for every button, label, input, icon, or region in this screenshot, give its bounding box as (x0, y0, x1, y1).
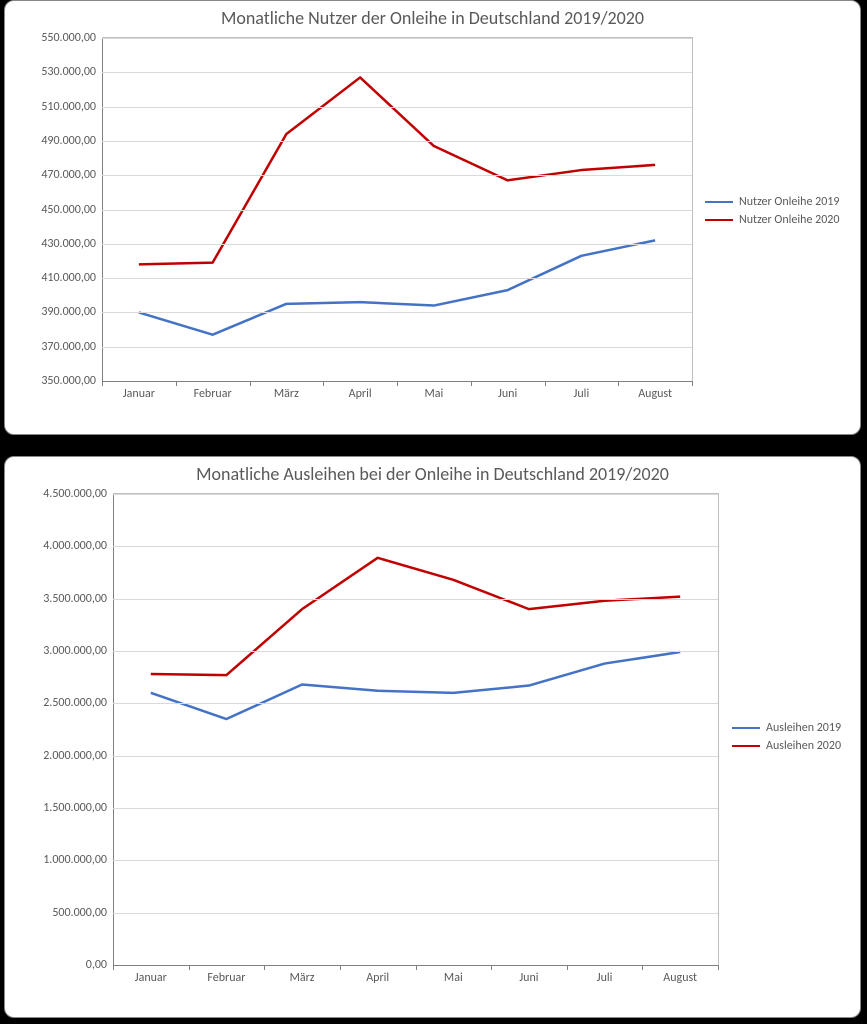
legend-swatch (732, 727, 760, 729)
x-tick-label: Februar (194, 381, 232, 401)
plot-area-loans: 0,00500.000,001.000.000,001.500.000,002.… (113, 493, 719, 965)
series-line (139, 77, 655, 264)
gridline (102, 175, 692, 176)
y-tick-label: 2.500.000,00 (43, 696, 113, 710)
x-tick-mark (176, 381, 177, 386)
x-tick-label: Mai (424, 381, 443, 401)
gridline (102, 210, 692, 211)
x-tick-mark (692, 381, 693, 386)
y-tick-label: 450.000,00 (41, 203, 102, 217)
x-tick-label: April (366, 965, 389, 985)
y-tick-label: 430.000,00 (41, 237, 102, 251)
legend-item: Ausleihen 2019 (732, 721, 841, 735)
plot-area-users: 350.000,00370.000,00390.000,00410.000,00… (102, 37, 693, 381)
y-tick-label: 4.000.000,00 (43, 539, 113, 553)
x-tick-label: Januar (123, 381, 155, 401)
x-tick-label: Juni (519, 965, 538, 985)
chart-title: Monatliche Nutzer der Onleihe in Deutsch… (5, 7, 860, 29)
x-tick-mark (113, 965, 114, 970)
x-tick-label: Juli (574, 381, 590, 401)
gridline (102, 141, 692, 142)
gridline (102, 312, 692, 313)
x-tick-label: August (663, 965, 697, 985)
y-tick-label: 350.000,00 (41, 374, 102, 388)
legend-swatch (732, 745, 760, 747)
x-tick-label: März (274, 381, 299, 401)
x-tick-mark (618, 381, 619, 386)
y-tick-label: 1.000.000,00 (43, 853, 113, 867)
x-tick-mark (416, 965, 417, 970)
legend-loans: Ausleihen 2019 Ausleihen 2020 (732, 717, 841, 757)
legend-label: Nutzer Onleihe 2020 (739, 213, 839, 227)
legend-label: Ausleihen 2020 (766, 739, 841, 753)
y-tick-label: 0,00 (86, 958, 113, 972)
series-line (151, 652, 680, 719)
y-tick-label: 3.500.000,00 (43, 592, 113, 606)
x-tick-mark (189, 965, 190, 970)
gridline (102, 278, 692, 279)
gridline (102, 38, 692, 39)
y-tick-label: 550.000,00 (41, 31, 102, 45)
series-line (151, 558, 680, 675)
legend-label: Ausleihen 2019 (766, 721, 841, 735)
gridline (113, 651, 718, 652)
y-tick-label: 470.000,00 (41, 168, 102, 182)
x-tick-mark (642, 965, 643, 970)
x-tick-mark (397, 381, 398, 386)
x-tick-label: Juni (498, 381, 517, 401)
legend-users: Nutzer Onleihe 2019 Nutzer Onleihe 2020 (705, 191, 839, 231)
y-tick-label: 370.000,00 (41, 340, 102, 354)
y-tick-label: 510.000,00 (41, 100, 102, 114)
x-tick-label: März (290, 965, 315, 985)
legend-item: Nutzer Onleihe 2020 (705, 213, 839, 227)
chart-lines-loans (113, 494, 718, 965)
gridline (113, 599, 718, 600)
x-tick-label: Mai (444, 965, 463, 985)
x-tick-mark (567, 965, 568, 970)
x-tick-mark (250, 381, 251, 386)
y-tick-label: 530.000,00 (41, 65, 102, 79)
gridline (102, 72, 692, 73)
gridline (102, 347, 692, 348)
gridline (113, 913, 718, 914)
gridline (113, 703, 718, 704)
x-tick-label: Juli (597, 965, 613, 985)
legend-swatch (705, 219, 733, 221)
y-tick-label: 390.000,00 (41, 305, 102, 319)
gridline (113, 808, 718, 809)
legend-item: Ausleihen 2020 (732, 739, 841, 753)
gridline (102, 244, 692, 245)
y-tick-label: 3.000.000,00 (43, 644, 113, 658)
page: Monatliche Nutzer der Onleihe in Deutsch… (0, 0, 867, 1024)
x-tick-mark (718, 965, 719, 970)
y-tick-label: 410.000,00 (41, 271, 102, 285)
gridline (113, 860, 718, 861)
gridline (113, 546, 718, 547)
gridline (113, 494, 718, 495)
gridline (113, 756, 718, 757)
x-tick-label: April (349, 381, 372, 401)
chart-panel-users: Monatliche Nutzer der Onleihe in Deutsch… (4, 0, 861, 435)
x-tick-mark (102, 381, 103, 386)
x-tick-mark (491, 965, 492, 970)
legend-label: Nutzer Onleihe 2019 (739, 195, 839, 209)
x-tick-mark (264, 965, 265, 970)
y-tick-label: 1.500.000,00 (43, 801, 113, 815)
x-tick-label: August (638, 381, 672, 401)
y-tick-label: 2.000.000,00 (43, 749, 113, 763)
chart-panel-loans: Monatliche Ausleihen bei der Onleihe in … (4, 456, 861, 1018)
y-tick-label: 4.500.000,00 (43, 487, 113, 501)
x-tick-mark (471, 381, 472, 386)
gridline (102, 107, 692, 108)
legend-swatch (705, 201, 733, 203)
x-tick-mark (545, 381, 546, 386)
y-tick-label: 490.000,00 (41, 134, 102, 148)
x-tick-mark (323, 381, 324, 386)
x-tick-mark (340, 965, 341, 970)
y-tick-label: 500.000,00 (52, 906, 113, 920)
chart-title: Monatliche Ausleihen bei der Onleihe in … (5, 463, 860, 485)
x-tick-label: Februar (207, 965, 245, 985)
legend-item: Nutzer Onleihe 2019 (705, 195, 839, 209)
x-tick-label: Januar (135, 965, 167, 985)
